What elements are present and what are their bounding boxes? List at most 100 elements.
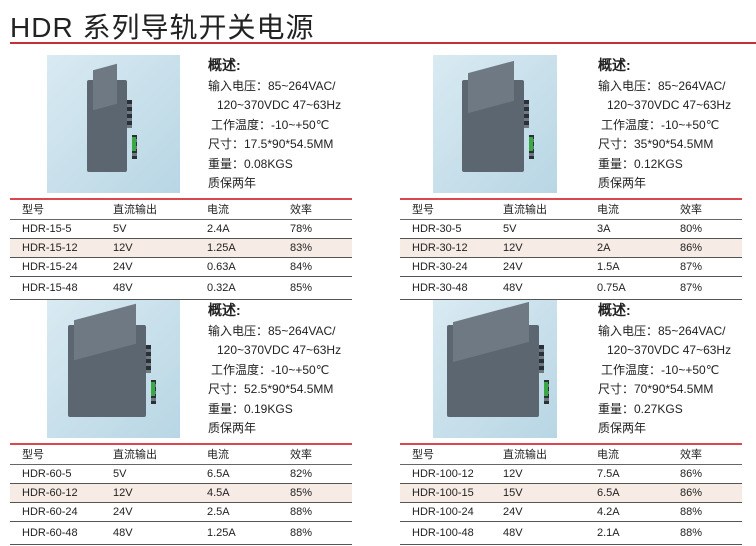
table-row: HDR-60-5 5V 6.5A 82% <box>10 464 352 484</box>
spec-warranty: 质保两年 <box>208 176 257 191</box>
spec-list: 概述: 输入电压：85~264VAC/ 120~370VDC 47~63Hz 工… <box>598 300 731 438</box>
table-cell: 84% <box>290 257 352 277</box>
table-cell: 85% <box>290 276 352 300</box>
column-header: 型号 <box>10 443 113 465</box>
product-block: 概述: 输入电压：85~264VAC/ 120~370VDC 47~63Hz 工… <box>400 55 746 300</box>
column-header: 电流 <box>207 198 290 220</box>
spec-weight: 重量：0.08KGS <box>208 156 293 171</box>
table-cell: HDR-30-24 <box>400 257 503 277</box>
table-cell: HDR-15-12 <box>10 238 113 258</box>
spec-heading: 概述: <box>208 302 241 318</box>
page-title: HDR 系列导轨开关电源 <box>10 12 315 43</box>
table-cell: 24V <box>113 502 207 522</box>
table-cell: 12V <box>503 464 597 484</box>
table-cell: 24V <box>503 257 597 277</box>
table-cell: 0.32A <box>207 276 290 300</box>
table-cell: 48V <box>503 521 597 545</box>
table-cell: HDR-15-48 <box>10 276 113 300</box>
column-header: 电流 <box>597 443 680 465</box>
column-header: 直流输出 <box>113 198 207 220</box>
table-cell: HDR-100-24 <box>400 502 503 522</box>
spec-weight: 重量：0.12KGS <box>598 156 683 171</box>
table-cell: 1.25A <box>207 238 290 258</box>
table-cell: 2A <box>597 238 680 258</box>
column-header: 型号 <box>10 198 113 220</box>
table-cell: 24V <box>113 257 207 277</box>
product-photo <box>47 55 180 193</box>
spec-heading: 概述: <box>208 57 241 73</box>
table-cell: 6.5A <box>597 483 680 503</box>
table-row: HDR-60-24 24V 2.5A 88% <box>10 502 352 522</box>
table-cell: HDR-60-12 <box>10 483 113 503</box>
table-cell: 24V <box>503 502 597 522</box>
table-cell: 83% <box>290 238 352 258</box>
spec-input-voltage: 输入电压：85~264VAC/ <box>598 324 726 338</box>
spec-warranty: 质保两年 <box>598 421 647 436</box>
spec-heading: 概述: <box>598 57 631 73</box>
spec-size: 尺寸：35*90*54.5MM <box>598 137 714 152</box>
table-cell: HDR-15-5 <box>10 219 113 239</box>
table-row: HDR-30-48 48V 0.75A 87% <box>400 276 742 300</box>
model-table: 型号 直流输出 电流 效率 HDR-100-12 12V 7.5A 86% HDR-100-1… <box>400 443 742 545</box>
spec-input-voltage: 输入电压：85~264VAC/ <box>598 79 726 93</box>
table-cell: 88% <box>680 521 742 545</box>
table-cell: HDR-15-24 <box>10 257 113 277</box>
table-cell: 3A <box>597 219 680 239</box>
table-row: HDR-15-24 24V 0.63A 84% <box>10 257 352 277</box>
spec-warranty: 质保两年 <box>208 421 257 436</box>
table-header: 型号 直流输出 电流 效率 <box>10 198 352 220</box>
table-cell: 85% <box>290 483 352 503</box>
table-row: HDR-100-15 15V 6.5A 86% <box>400 483 742 503</box>
spec-input-voltage: 输入电压：85~264VAC/ <box>208 79 336 93</box>
table-cell: 6.5A <box>207 464 290 484</box>
table-cell: 48V <box>113 521 207 545</box>
column-header: 直流输出 <box>503 198 597 220</box>
table-cell: 5V <box>503 219 597 239</box>
model-table: 型号 直流输出 电流 效率 HDR-60-5 5V 6.5A 82% HDR-60-12 12V… <box>10 443 352 545</box>
table-cell: 4.2A <box>597 502 680 522</box>
table-cell: 7.5A <box>597 464 680 484</box>
table-cell: HDR-30-12 <box>400 238 503 258</box>
table-cell: HDR-100-15 <box>400 483 503 503</box>
spec-size: 尺寸：70*90*54.5MM <box>598 382 714 397</box>
spec-list: 概述: 输入电压：85~264VAC/ 120~370VDC 47~63Hz 工… <box>208 300 341 438</box>
column-header: 效率 <box>680 443 742 465</box>
table-cell: HDR-30-5 <box>400 219 503 239</box>
model-table: 型号 直流输出 电流 效率 HDR-30-5 5V 3A 80% HDR-30-12 12V 2A… <box>400 198 742 300</box>
table-row: HDR-100-48 48V 2.1A 88% <box>400 521 742 545</box>
table-cell: 88% <box>290 521 352 545</box>
column-header: 电流 <box>207 443 290 465</box>
spec-list: 概述: 输入电压：85~264VAC/ 120~370VDC 47~63Hz 工… <box>208 55 341 193</box>
table-cell: 5V <box>113 464 207 484</box>
table-cell: 1.5A <box>597 257 680 277</box>
table-header: 型号 直流输出 电流 效率 <box>400 443 742 465</box>
spec-temperature: 工作温度：-10~+50℃ <box>211 117 330 132</box>
table-cell: 0.63A <box>207 257 290 277</box>
product-block: 概述: 输入电压：85~264VAC/ 120~370VDC 47~63Hz 工… <box>10 55 356 300</box>
column-header: 效率 <box>290 198 352 220</box>
table-cell: 80% <box>680 219 742 239</box>
table-cell: 4.5A <box>207 483 290 503</box>
table-cell: 12V <box>113 238 207 258</box>
model-table: 型号 直流输出 电流 效率 HDR-15-5 5V 2.4A 78% HDR-15-12 12V… <box>10 198 352 300</box>
table-cell: 48V <box>503 276 597 300</box>
table-cell: 2.5A <box>207 502 290 522</box>
table-cell: 86% <box>680 464 742 484</box>
table-cell: HDR-30-48 <box>400 276 503 300</box>
spec-weight: 重量：0.27KGS <box>598 401 683 416</box>
column-header: 型号 <box>400 443 503 465</box>
spec-input-voltage-dc: 120~370VDC 47~63Hz <box>217 98 342 113</box>
table-header: 型号 直流输出 电流 效率 <box>10 443 352 465</box>
table-row: HDR-30-24 24V 1.5A 87% <box>400 257 742 277</box>
table-cell: 88% <box>290 502 352 522</box>
spec-temperature: 工作温度：-10~+50℃ <box>601 117 720 132</box>
table-row: HDR-60-12 12V 4.5A 85% <box>10 483 352 503</box>
table-cell: 86% <box>680 483 742 503</box>
table-cell: HDR-100-12 <box>400 464 503 484</box>
column-header: 效率 <box>680 198 742 220</box>
product-block: 概述: 输入电压：85~264VAC/ 120~370VDC 47~63Hz 工… <box>400 300 746 545</box>
spec-input-voltage-dc: 120~370VDC 47~63Hz <box>607 343 732 358</box>
table-cell: HDR-100-48 <box>400 521 503 545</box>
table-row: HDR-100-24 24V 4.2A 88% <box>400 502 742 522</box>
product-photo <box>433 55 557 193</box>
